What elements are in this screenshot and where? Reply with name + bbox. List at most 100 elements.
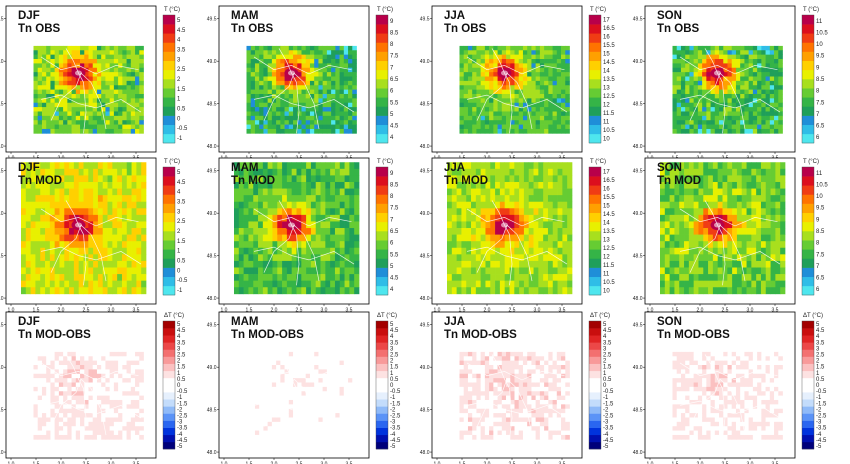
- field-cell: [693, 63, 699, 69]
- field-cell: [748, 98, 754, 104]
- field-cell: [680, 107, 686, 112]
- field-cell: [37, 54, 43, 60]
- field-cell: [326, 80, 332, 86]
- field-cell: [780, 162, 786, 170]
- field-cell: [527, 128, 532, 134]
- field-cell: [126, 280, 132, 288]
- field-cell: [305, 107, 311, 112]
- field-cell: [757, 50, 762, 55]
- field-cell: [490, 221, 496, 229]
- field-cell: [539, 50, 545, 55]
- field-cell: [310, 175, 317, 183]
- field-cell: [459, 98, 465, 104]
- field-cell: [518, 80, 524, 86]
- field-cell: [73, 175, 80, 183]
- field-cell: [702, 63, 707, 69]
- field-cell: [326, 89, 332, 95]
- field-cell: [92, 417, 98, 423]
- field-cell: [136, 214, 142, 222]
- field-cell: [334, 274, 341, 282]
- field-cell: [271, 67, 277, 73]
- field-cell: [693, 181, 699, 189]
- field-cell: [727, 181, 733, 189]
- field-cell: [122, 63, 127, 69]
- field-cell: [669, 188, 675, 196]
- field-cell: [88, 373, 94, 379]
- field-cell: [118, 124, 123, 130]
- field-cell: [480, 241, 486, 249]
- field-cell: [765, 98, 771, 104]
- field-cell: [253, 228, 259, 235]
- field-cell: [664, 254, 670, 262]
- field-cell: [539, 107, 545, 112]
- field-cell: [774, 54, 779, 60]
- field-cell: [293, 85, 298, 90]
- field-cell: [306, 201, 312, 209]
- colorbar-segment: [163, 15, 175, 25]
- field-cell: [21, 280, 27, 288]
- field-cell: [309, 50, 315, 55]
- field-cell: [35, 214, 41, 222]
- field-cell: [557, 228, 563, 235]
- colorbar-segment: [376, 231, 388, 241]
- field-cell: [708, 228, 714, 235]
- field-cell: [343, 80, 349, 86]
- colorbar-segment: [802, 231, 814, 241]
- field-cell: [326, 67, 332, 73]
- field-cell: [73, 274, 80, 282]
- colorbar-level: 16: [603, 34, 610, 40]
- border-line: [263, 72, 295, 121]
- field-cell: [267, 254, 273, 262]
- field-cell: [746, 221, 752, 229]
- field-cell: [697, 107, 703, 112]
- field-cell: [490, 228, 496, 235]
- field-cell: [535, 120, 541, 125]
- field-cell: [506, 102, 511, 108]
- colorbar-level: 13: [603, 86, 610, 92]
- colorbar-level: 15: [603, 51, 610, 57]
- field-cell: [105, 120, 110, 125]
- field-cell: [63, 360, 68, 366]
- field-cell: [689, 128, 694, 134]
- field-cell: [330, 188, 336, 196]
- colorbar-level: -1: [177, 288, 183, 294]
- field-cell: [752, 93, 758, 99]
- field-cell: [54, 59, 60, 64]
- field-cell: [714, 111, 720, 117]
- field-cell: [760, 247, 767, 255]
- field-cell: [702, 115, 707, 121]
- field-cell: [775, 162, 781, 170]
- field-cell: [301, 111, 307, 117]
- field-cell: [54, 426, 60, 431]
- field-cell: [96, 67, 102, 73]
- field-cell: [497, 98, 503, 104]
- field-cell: [113, 67, 119, 73]
- field-cell: [684, 181, 690, 189]
- field-cell: [684, 287, 690, 295]
- field-cell: [331, 111, 336, 117]
- panel-title-season: MAM: [231, 10, 258, 22]
- field-cell: [45, 175, 51, 183]
- field-cell: [349, 168, 355, 176]
- field-cell: [58, 430, 64, 436]
- field-cell: [58, 63, 64, 69]
- field-cell: [267, 247, 273, 255]
- field-cell: [58, 373, 64, 379]
- field-cell: [296, 188, 302, 196]
- colorbar-segment: [376, 176, 388, 186]
- field-cell: [746, 234, 752, 242]
- field-cell: [756, 260, 762, 268]
- field-cell: [732, 181, 738, 189]
- field-cell: [539, 111, 545, 117]
- field-cell: [746, 280, 752, 288]
- field-cell: [130, 54, 136, 60]
- field-cell: [528, 188, 534, 196]
- field-cell: [719, 98, 724, 104]
- field-cell: [334, 287, 341, 295]
- field-cell: [243, 214, 249, 222]
- field-cell: [286, 162, 293, 170]
- field-cell: [765, 115, 771, 121]
- field-cell: [46, 80, 51, 86]
- field-cell: [21, 221, 27, 229]
- field-cell: [714, 76, 720, 82]
